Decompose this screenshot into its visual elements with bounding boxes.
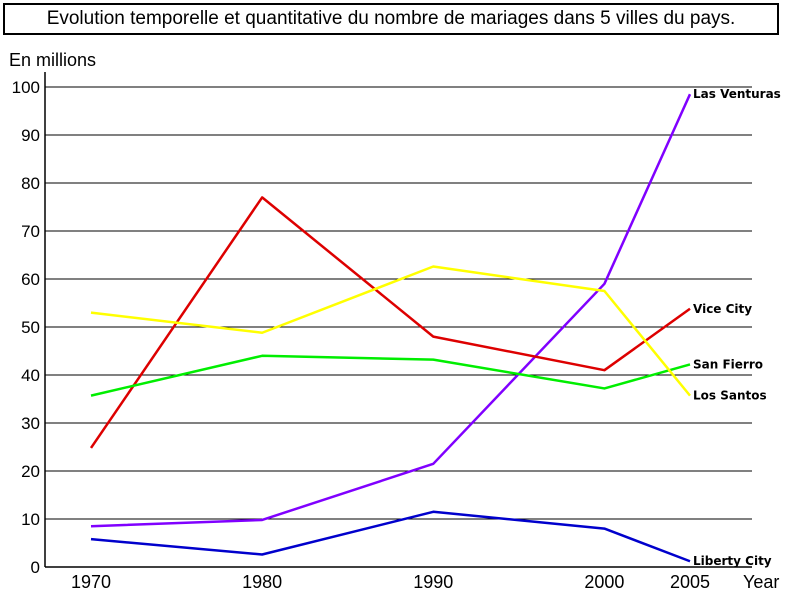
y-tick-label-40: 40 <box>21 366 40 385</box>
y-tick-label-30: 30 <box>21 414 40 433</box>
series-label-las-venturas: Las Venturas <box>693 87 781 101</box>
chart-title: Evolution temporelle et quantitative du … <box>46 8 736 29</box>
series-line-liberty-city <box>90 510 691 563</box>
y-tick-labels: 0 10 20 30 40 50 60 70 80 90 100 <box>12 78 40 577</box>
y-tick-label-80: 80 <box>21 174 40 193</box>
y-tick-label-70: 70 <box>21 222 40 241</box>
x-tick-label-1990: 1990 <box>413 572 453 592</box>
chart-title-box: Evolution temporelle et quantitative du … <box>3 3 779 35</box>
grid-lines <box>45 86 752 520</box>
y-tick-label-50: 50 <box>21 318 40 337</box>
x-tick-label-1980: 1980 <box>242 572 282 592</box>
y-axis-title: En millions <box>9 50 96 70</box>
y-tick-label-90: 90 <box>21 126 40 145</box>
series-line-vice-city <box>89 196 691 449</box>
series-line-san-fierro <box>90 354 691 397</box>
x-tick-label-2005: 2005 <box>670 572 710 592</box>
series-line-las-venturas <box>90 93 692 528</box>
series-label-vice-city: Vice City <box>693 302 752 316</box>
series-label-los-santos: Los Santos <box>693 389 767 403</box>
y-tick-label-20: 20 <box>21 462 40 481</box>
x-axis-title: Year <box>743 572 779 592</box>
y-tick-label-100: 100 <box>12 78 40 97</box>
y-tick-label-10: 10 <box>21 510 40 529</box>
x-tick-label-1970: 1970 <box>71 572 111 592</box>
y-tick-label-60: 60 <box>21 270 40 289</box>
series-line-los-santos <box>90 265 691 397</box>
series-labels: Las Venturas Vice City San Fierro Los Santo… <box>693 87 781 568</box>
series-lines <box>89 93 692 563</box>
series-label-liberty-city: Liberty City <box>693 554 772 568</box>
x-tick-labels: 1970 1980 1990 2000 2005 <box>71 572 710 592</box>
axes <box>44 72 752 568</box>
series-label-san-fierro: San Fierro <box>693 357 763 371</box>
x-tick-label-2000: 2000 <box>584 572 624 592</box>
y-tick-label-0: 0 <box>31 558 40 577</box>
